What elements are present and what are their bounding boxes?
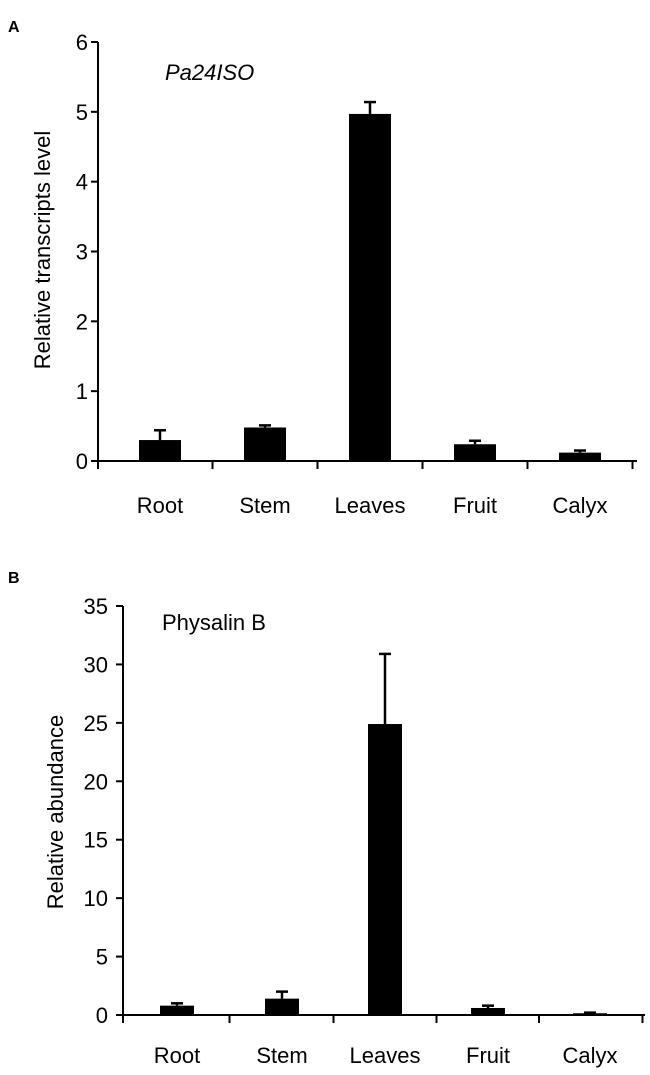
- panel-a-bars: [139, 113, 601, 461]
- panel-b-bar-leaves: [368, 724, 402, 1015]
- panel-b-category-label: Root: [154, 1043, 200, 1068]
- panel-b-y-tick-label: 5: [96, 945, 108, 970]
- panel-b-category-label: Leaves: [350, 1043, 421, 1068]
- panel-b-bar-fruit: [471, 1007, 505, 1015]
- panel-b-title: Physalin B: [162, 610, 266, 635]
- panel-b-y-tick-label: 10: [84, 886, 108, 911]
- panel-a-y-tick-label: 0: [76, 449, 88, 474]
- panel-b-y-tick-label: 35: [84, 594, 108, 619]
- panel-b-letter: B: [8, 570, 20, 587]
- panel-a: A Pa24ISO Relative transcripts level 0 1 2…: [8, 19, 637, 518]
- panel-a-title: Pa24ISO: [165, 60, 254, 85]
- panel-a-y-tick-label: 5: [76, 100, 88, 125]
- panel-b-category-labels: Root Stem Leaves Fruit Calyx: [154, 1043, 618, 1068]
- panel-a-category-label: Calyx: [552, 493, 607, 518]
- panel-b-category-label: Stem: [256, 1043, 307, 1068]
- panel-a-category-label: Stem: [239, 493, 290, 518]
- panel-b-category-label: Calyx: [562, 1043, 617, 1068]
- panel-b-y-tick-label: 15: [84, 828, 108, 853]
- panel-b-x-ticks: [122, 1015, 644, 1023]
- panel-a-bar-root: [139, 440, 181, 461]
- panel-b-y-axis-label: Relative abundance: [43, 715, 68, 909]
- panel-b-y-tick-label: 25: [84, 711, 108, 736]
- panel-b-error-bars: [171, 652, 596, 1014]
- panel-b: B Physalin B Relative abundance 0 5 10 15 20…: [8, 570, 645, 1068]
- panel-b-bar-calyx: [573, 1013, 607, 1015]
- panel-a-bar-calyx: [559, 452, 601, 461]
- panel-a-bar-stem: [244, 427, 286, 461]
- panel-b-bar-root: [160, 1005, 194, 1015]
- panel-a-y-tick-label: 1: [76, 379, 88, 404]
- panel-a-bar-leaves: [349, 113, 391, 461]
- panel-a-y-tick-label: 6: [76, 30, 88, 55]
- panel-b-y-tick-label: 20: [84, 769, 108, 794]
- panel-a-y-axis-label: Relative transcripts level: [30, 131, 55, 369]
- panel-a-error-bars: [154, 100, 586, 453]
- panel-a-y-tick-label: 4: [76, 170, 88, 195]
- panel-b-y-ticks: 0 5 10 15 20 25 30 35: [84, 594, 123, 1028]
- panel-b-bars: [160, 724, 607, 1015]
- panel-a-category-label: Fruit: [453, 493, 497, 518]
- panel-b-bar-stem: [265, 998, 299, 1015]
- panel-a-bar-fruit: [454, 444, 496, 461]
- panel-a-category-label: Leaves: [335, 493, 406, 518]
- panel-b-y-tick-label: 30: [84, 652, 108, 677]
- panel-a-category-labels: Root Stem Leaves Fruit Calyx: [137, 493, 608, 518]
- panel-a-y-tick-label: 3: [76, 240, 88, 265]
- panel-a-y-ticks: 0 1 2 3 4 5 6: [76, 30, 98, 474]
- panel-a-letter: A: [8, 19, 20, 36]
- panel-a-category-label: Root: [137, 493, 183, 518]
- panel-b-category-label: Fruit: [466, 1043, 510, 1068]
- panel-b-y-tick-label: 0: [96, 1003, 108, 1028]
- panel-a-y-tick-label: 2: [76, 309, 88, 334]
- panel-a-x-ticks: [97, 461, 634, 469]
